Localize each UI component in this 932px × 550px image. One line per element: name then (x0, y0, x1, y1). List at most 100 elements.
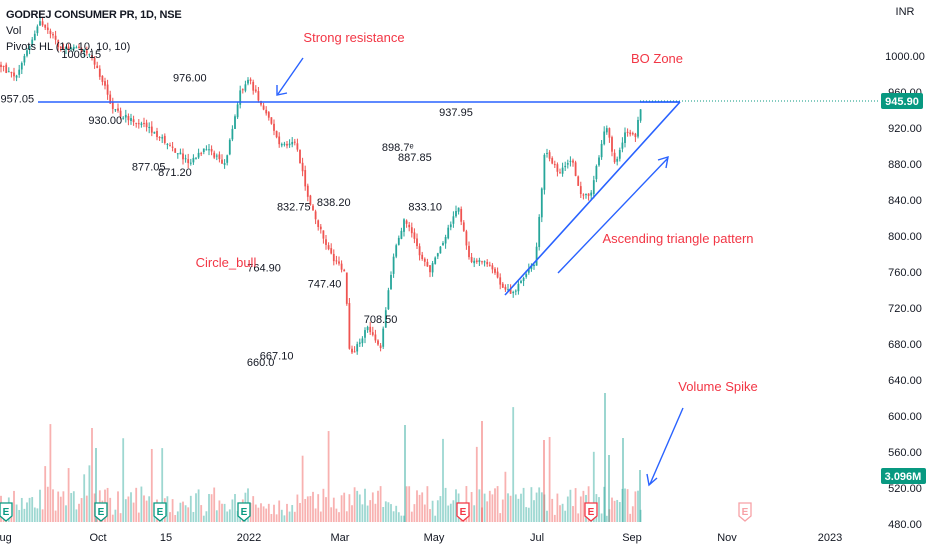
earnings-marker[interactable]: E (584, 502, 598, 522)
candle (626, 131, 629, 133)
volume-bar (179, 502, 182, 522)
volume-bar (408, 486, 411, 522)
candle (93, 57, 96, 65)
candle (332, 253, 335, 262)
volume-bar (361, 504, 364, 522)
volume-bar (356, 490, 359, 522)
volume-bar (322, 488, 325, 522)
candle (556, 164, 559, 172)
volume-bar (517, 498, 520, 522)
candle (221, 159, 223, 164)
volume-bar (543, 440, 545, 522)
volume-bar (75, 509, 78, 522)
volume-bar (143, 495, 145, 522)
earnings-marker[interactable]: E (456, 502, 470, 522)
candle (525, 274, 528, 277)
candle (239, 90, 242, 105)
y-tick-label: 640.00 (888, 375, 922, 387)
svg-text:E: E (460, 507, 467, 518)
volume-bar (392, 511, 395, 522)
volume-bar (504, 471, 507, 522)
volume-bar (67, 468, 70, 522)
volume-bar (429, 509, 431, 522)
candle (621, 142, 624, 149)
candle (18, 69, 21, 75)
candle (533, 264, 535, 267)
pivots-indicator-label[interactable]: Pivots HL (10, 10, 10, 10) (6, 41, 131, 53)
candle (348, 303, 351, 349)
candle (548, 152, 551, 159)
svg-text:E: E (98, 507, 105, 518)
earnings-marker[interactable]: E (94, 502, 108, 522)
earnings-marker[interactable]: E (0, 502, 13, 522)
candle (85, 50, 88, 54)
candle (468, 245, 470, 258)
candle (46, 27, 49, 31)
candle (559, 172, 561, 174)
candle (579, 186, 582, 195)
candle (296, 143, 299, 150)
x-tick-label: 2023 (818, 532, 842, 544)
candle (44, 24, 47, 28)
symbol-title[interactable]: GODREJ CONSUMER PR, 1D, NSE (6, 9, 182, 21)
candle (499, 277, 502, 285)
earnings-marker[interactable]: E (153, 502, 167, 522)
volume-bar (20, 497, 23, 522)
candle (530, 265, 533, 270)
candle (208, 149, 210, 151)
volume-bar (488, 490, 491, 522)
candle (20, 63, 23, 70)
candle (236, 104, 239, 118)
x-axis: Aug Oct 15 2022 Mar May Jul Sep Nov 2023 (0, 532, 842, 544)
candle (301, 162, 304, 172)
earnings-marker[interactable]: E (738, 502, 752, 522)
volume-bar (351, 505, 353, 522)
volume-bar (197, 489, 200, 522)
volume-bar (600, 513, 603, 522)
volume-bar (26, 502, 28, 522)
volume-bar (622, 438, 624, 522)
candle (387, 290, 390, 310)
candle (634, 133, 637, 137)
volume-bar (455, 489, 457, 522)
volume-bar (234, 494, 236, 522)
earnings-marker[interactable]: E (237, 502, 251, 522)
candle (611, 137, 613, 152)
candle (119, 110, 122, 117)
candle (174, 148, 177, 153)
candle (330, 248, 333, 254)
volume-bar (439, 496, 442, 522)
volume-bar (291, 505, 294, 522)
volume-bar (533, 500, 535, 522)
annotations: Strong resistance BO Zone Circle_bull Ascen… (196, 30, 758, 394)
volume-bar (31, 497, 34, 522)
candle (31, 39, 34, 45)
candle (106, 84, 109, 95)
pivot-label: 660.0 (247, 357, 275, 369)
volume-bar (345, 511, 348, 522)
volume-bar (18, 509, 21, 522)
volume-bar (530, 487, 533, 522)
last-volume-badge: 3.096M (881, 468, 926, 484)
candle (397, 237, 400, 245)
annotation-text: Strong resistance (303, 30, 404, 45)
candle (23, 56, 26, 63)
candle (613, 152, 616, 163)
volume-bar (221, 503, 223, 522)
volume-bar (174, 515, 177, 522)
candle (379, 345, 382, 349)
candle (52, 34, 54, 36)
pivot-label: 887.85 (398, 152, 432, 164)
volume-bar (83, 474, 86, 522)
volume-bar (184, 505, 187, 522)
y-tick-label: 880.00 (888, 159, 922, 171)
volume-bar (561, 503, 564, 522)
volume-bar (223, 503, 226, 522)
candle (78, 46, 80, 49)
candle (153, 131, 156, 134)
candle (36, 26, 39, 34)
volume-indicator-label[interactable]: Vol (6, 25, 22, 37)
candle (192, 157, 195, 163)
